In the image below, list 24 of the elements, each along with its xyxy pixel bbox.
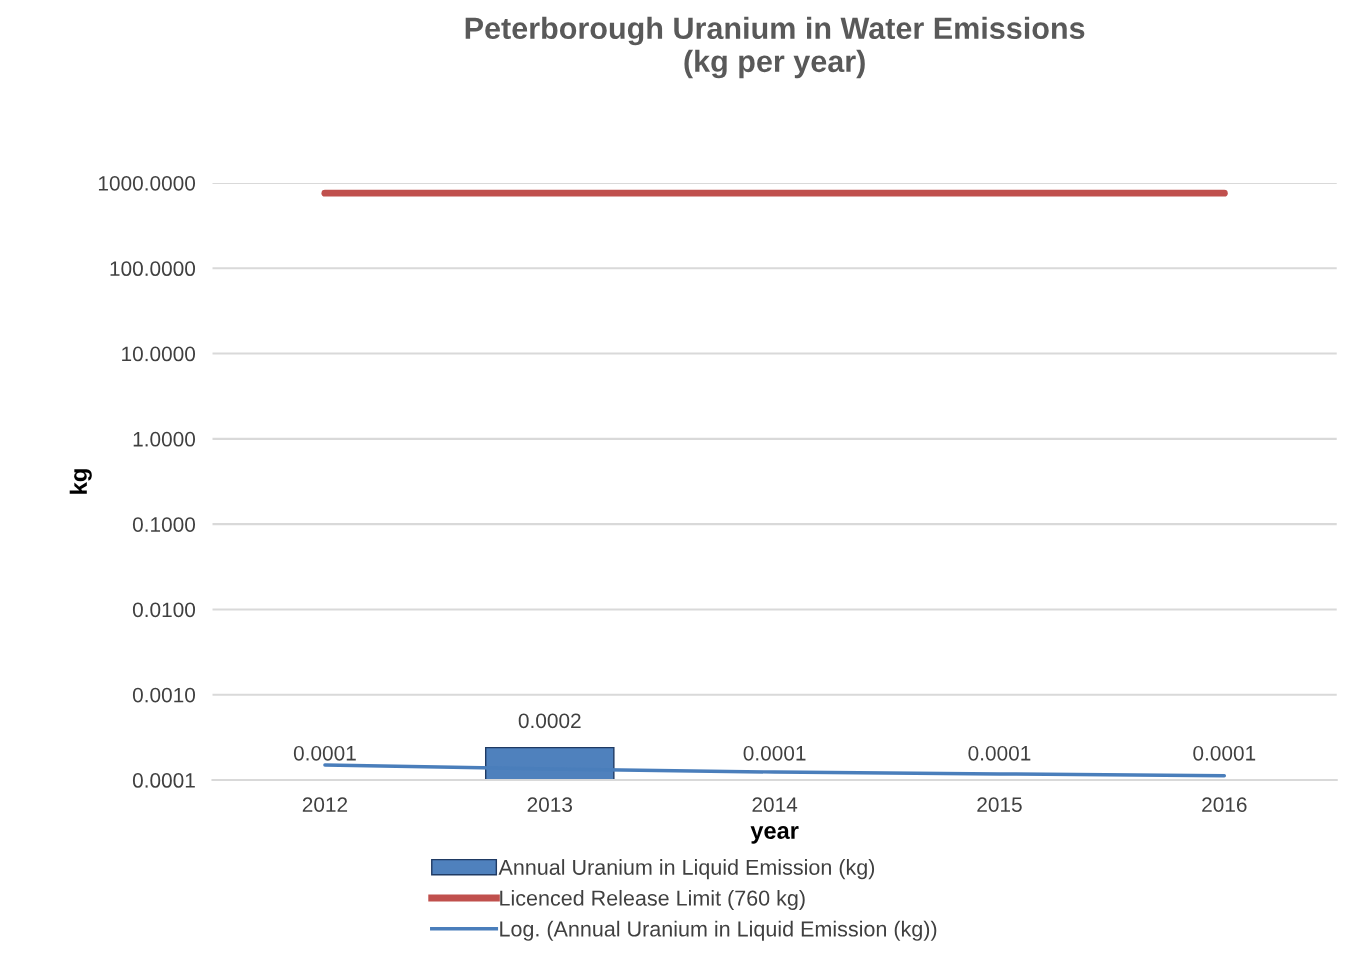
chart-title: Peterborough Uranium in Water Emissions (kg per year) bbox=[465, 16, 1085, 79]
legend-label: Annual Uranium in Liquid Emission (kg) bbox=[498, 859, 875, 880]
data-label: 0.0001 bbox=[968, 745, 1031, 761]
data-label: 0.0001 bbox=[743, 745, 806, 761]
y-tick-label: 0.1000 bbox=[132, 517, 196, 532]
y-tick-label: 1.0000 bbox=[133, 431, 196, 447]
data-label: 0.0001 bbox=[293, 745, 356, 761]
y-tick-label: 10.0000 bbox=[122, 346, 196, 362]
x-tick-label: 2015 bbox=[977, 797, 1022, 812]
y-tick-label: 100.0000 bbox=[110, 261, 196, 277]
y-tick-label: 0.0100 bbox=[132, 602, 196, 618]
x-tick-label: 2013 bbox=[527, 797, 573, 812]
y-tick-label: 0.0010 bbox=[132, 687, 196, 703]
x-tick-label: 2014 bbox=[752, 797, 798, 812]
legend-label: Licenced Release Limit (760 kg) bbox=[500, 889, 805, 911]
data-label: 0.0002 bbox=[518, 713, 581, 729]
x-tick-label: 2012 bbox=[302, 797, 348, 812]
x-tick-label: 2016 bbox=[1202, 797, 1247, 812]
data-label: 0.0001 bbox=[1193, 745, 1256, 761]
y-tick-label: 0.0001 bbox=[132, 773, 195, 788]
x-axis-title: year bbox=[750, 826, 799, 844]
y-axis-title: kg bbox=[69, 469, 92, 494]
legend-label: Log. (Annual Uranium in Liquid Emission (kg)) bbox=[500, 920, 937, 941]
y-tick-label: 1000.0000 bbox=[98, 175, 196, 191]
